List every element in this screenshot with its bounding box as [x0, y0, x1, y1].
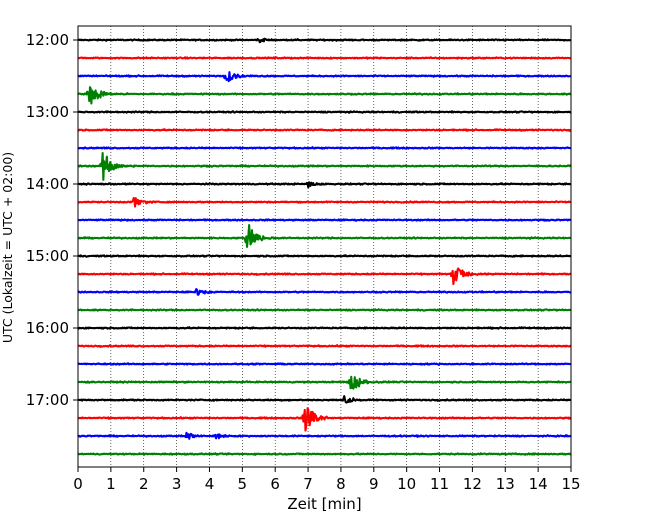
trace-line — [77, 288, 572, 296]
trace-line — [77, 326, 572, 330]
x-tick-label: 1 — [106, 475, 116, 493]
trace-line — [77, 146, 572, 150]
trace-line — [77, 407, 572, 432]
x-tick-label: 14 — [529, 475, 548, 493]
x-tick-label: 6 — [270, 475, 280, 493]
y-tick-label: 15:00 — [26, 247, 69, 265]
x-tick-label: 10 — [397, 475, 416, 493]
trace-line — [77, 308, 572, 312]
y-tick-label: 16:00 — [26, 319, 69, 337]
x-tick-label: 4 — [205, 475, 215, 493]
trace-line — [77, 223, 572, 248]
y-tick-label: 12:00 — [26, 31, 69, 49]
trace-line — [77, 71, 572, 83]
trace-line — [77, 128, 572, 132]
x-tick-label: 2 — [139, 475, 149, 493]
trace-line — [77, 110, 572, 114]
y-tick-label: 13:00 — [26, 103, 69, 121]
plot-frame — [77, 25, 572, 468]
x-tick-label: 3 — [172, 475, 182, 493]
x-tick-label: 8 — [336, 475, 346, 493]
trace-line — [77, 375, 572, 390]
trace-line — [77, 197, 572, 208]
trace-line — [77, 151, 572, 181]
y-tick-label: 17:00 — [26, 391, 69, 409]
trace-line — [77, 181, 572, 189]
y-axis-ticks: 12:00 13:00 14:00 15:00 16:00 17:00 — [26, 31, 78, 409]
trace-series-group — [77, 37, 572, 456]
trace-line — [77, 218, 572, 222]
trace-line — [77, 452, 572, 456]
x-tick-label: 15 — [561, 475, 580, 493]
x-axis-ticks: 0 1 2 3 4 5 6 7 8 9 10 11 12 13 14 15 — [73, 467, 581, 493]
trace-line — [77, 362, 572, 366]
x-tick-label: 0 — [73, 475, 83, 493]
trace-line — [77, 344, 572, 348]
y-axis-label: UTC (Lokalzeit = UTC + 02:00) — [0, 152, 15, 343]
x-tick-label: 9 — [369, 475, 379, 493]
trace-line — [77, 267, 572, 286]
x-tick-label: 5 — [238, 475, 248, 493]
trace-line — [77, 86, 572, 105]
x-axis-label: Zeit [min] — [287, 495, 361, 513]
trace-line — [77, 431, 572, 440]
x-tick-label: 12 — [463, 475, 482, 493]
x-tick-label: 7 — [303, 475, 313, 493]
y-tick-label: 14:00 — [26, 175, 69, 193]
x-tick-label: 11 — [430, 475, 449, 493]
trace-line — [77, 254, 572, 258]
trace-line — [77, 395, 572, 404]
trace-line — [77, 37, 572, 44]
trace-line — [77, 56, 572, 60]
x-tick-label: 13 — [496, 475, 515, 493]
